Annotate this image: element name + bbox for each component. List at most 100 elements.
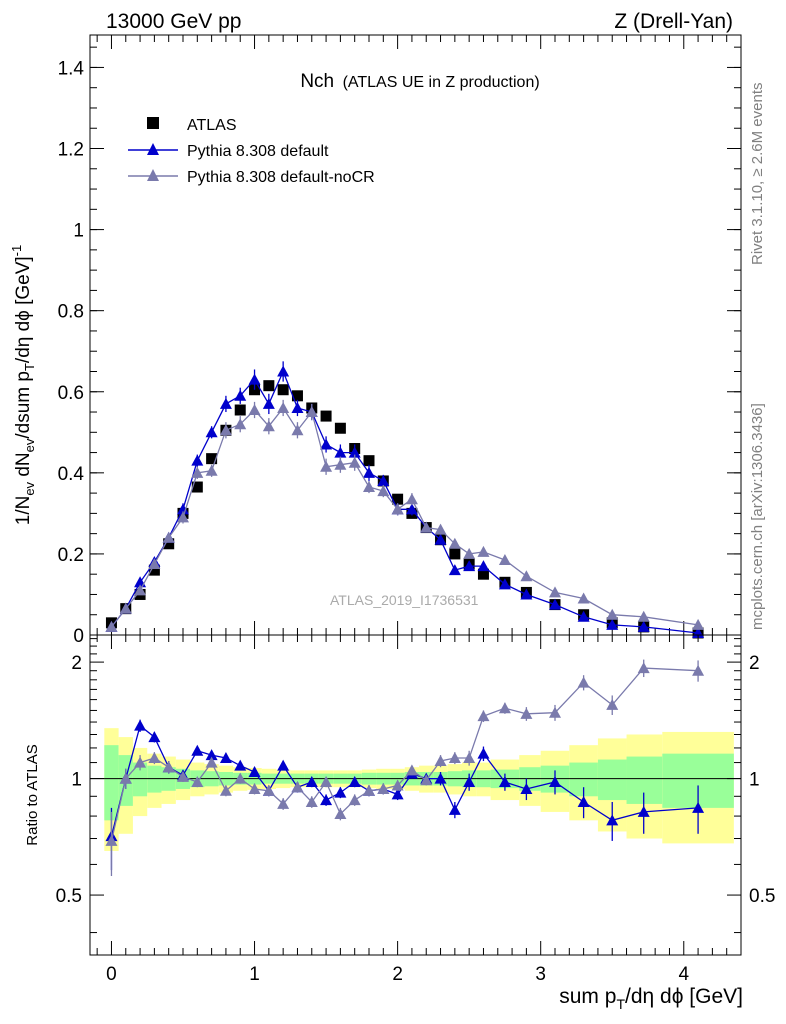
data-point-triangle	[363, 481, 375, 493]
ratio-point-triangle	[434, 755, 447, 767]
data-point-triangle	[448, 537, 461, 549]
main-axes: 0 0.2 0.4 0.6 0.8 1 1.2 1.4	[58, 35, 741, 647]
ratio-point-triangle	[134, 756, 147, 768]
ratio-point-triangle	[234, 759, 247, 771]
main-y-tick-label: 0	[73, 626, 84, 647]
ratio-point-triangle	[577, 676, 590, 688]
data-point-square	[234, 404, 246, 416]
data-point-triangle	[434, 533, 447, 545]
data-point-triangle	[549, 598, 561, 610]
ratio-point-triangle	[549, 706, 561, 718]
data-point-triangle	[305, 406, 318, 418]
main-y-tick-label: 0.4	[58, 464, 85, 485]
ratio-point-triangle	[606, 698, 619, 710]
ratio-point-triangle	[148, 752, 161, 764]
data-point-triangle	[363, 466, 375, 478]
ratio-point-triangle	[637, 662, 650, 674]
data-point-triangle	[520, 570, 533, 582]
ratio-axes: 0.5 0.5 1 1 2 2 0 1 2 3 4	[56, 635, 775, 985]
data-point-triangle	[234, 389, 247, 401]
ratio-point-triangle	[334, 786, 347, 798]
data-point-triangle	[549, 586, 561, 598]
ratio-point-triangle	[463, 775, 476, 787]
data-point-triangle	[219, 397, 232, 409]
data-point-triangle	[119, 602, 132, 614]
data-point-triangle	[262, 420, 275, 432]
main-y-tick-label: 1.4	[58, 58, 85, 79]
ratio-point-triangle	[320, 794, 333, 806]
band-inner-segment	[104, 745, 119, 821]
x-tick-label: 4	[678, 964, 689, 985]
ratio-point-triangle	[248, 782, 261, 794]
data-point-triangle	[248, 373, 261, 385]
legend-marker-default	[147, 143, 159, 155]
ratio-point-triangle	[305, 775, 318, 787]
ratio-point-triangle	[234, 772, 247, 784]
series-line-1	[110, 369, 699, 634]
ratio-y-tick-label: 0.5	[56, 886, 82, 907]
main-plot: 0 0.2 0.4 0.6 0.8 1 1.2 1.4 Nch (ATLAS UE in Z …	[9, 34, 742, 647]
ratio-point-triangle	[391, 788, 404, 800]
data-point-triangle	[334, 458, 347, 470]
ratio-point-triangle	[520, 707, 533, 719]
band-inner-segment	[147, 765, 162, 793]
data-point-triangle	[405, 493, 418, 505]
data-point-triangle	[477, 560, 490, 572]
data-point-square	[363, 455, 375, 467]
ratio-point-triangle	[134, 719, 147, 731]
data-point-triangle	[219, 424, 232, 436]
data-point-triangle	[448, 564, 461, 576]
ratio-point-triangle	[477, 710, 490, 722]
data-point-square	[334, 422, 346, 434]
data-point-square	[477, 568, 489, 580]
ratio-plot-frame	[89, 634, 742, 956]
data-point-triangle	[434, 523, 447, 535]
data-point-triangle	[520, 588, 533, 600]
data-point-triangle	[577, 610, 590, 622]
ratio-y-label: Ratio to ATLAS	[24, 744, 41, 845]
ratio-point-triangle	[692, 664, 705, 676]
data-point-triangle	[606, 618, 619, 630]
main-y-tick-label: 1.2	[58, 140, 84, 161]
legend-label-atlas: ATLAS	[187, 117, 237, 134]
data-point-triangle	[637, 610, 650, 622]
x-axis-label: sum pT/dη dϕ [GeV]	[559, 985, 743, 1012]
plot-title-sub: (ATLAS UE in Z production)	[343, 74, 540, 91]
data-point-triangle	[277, 401, 290, 413]
main-y-tick-label: 1	[73, 221, 84, 242]
main-y-tick-label: 0.8	[58, 302, 84, 323]
data-point-square	[392, 493, 404, 505]
x-tick-label: 2	[392, 964, 403, 985]
ratio-point-triangle	[148, 731, 161, 743]
ratio-point-triangle	[363, 784, 375, 796]
ratio-point-triangle	[448, 803, 461, 815]
ratio-point-triangle	[448, 752, 461, 764]
data-point-triangle	[320, 438, 333, 450]
ratio-point-triangle	[520, 782, 533, 794]
legend-label-nocr: Pythia 8.308 default-noCR	[187, 169, 375, 186]
data-point-triangle	[262, 397, 275, 409]
analysis-watermark: ATLAS_2019_I1736531	[330, 592, 479, 608]
ratio-point-triangle	[606, 814, 619, 826]
data-point-triangle	[420, 521, 433, 533]
main-y-label: 1/Nev dNev/dsum pT/dη dϕ [GeV]-1	[9, 245, 37, 526]
data-point-triangle	[377, 474, 390, 486]
data-point-square	[277, 384, 289, 396]
data-point-triangle	[477, 545, 490, 557]
ratio-point-triangle	[434, 772, 447, 784]
data-point-triangle	[291, 424, 304, 436]
ratio-point-triangle	[498, 775, 511, 787]
x-tick-label: 1	[249, 964, 260, 985]
ratio-point-triangle	[105, 834, 118, 846]
data-point-square	[206, 453, 218, 465]
data-point-triangle	[334, 446, 347, 458]
data-point-triangle	[348, 446, 361, 458]
header-right: Z (Drell-Yan)	[614, 10, 733, 33]
ratio-point-triangle	[277, 797, 290, 809]
ratio-point-triangle	[348, 794, 361, 806]
ratio-point-triangle	[219, 752, 232, 764]
ratio-point-triangle	[119, 772, 132, 784]
header-left: 13000 GeV pp	[106, 10, 241, 33]
ratio-point-triangle	[692, 801, 705, 813]
